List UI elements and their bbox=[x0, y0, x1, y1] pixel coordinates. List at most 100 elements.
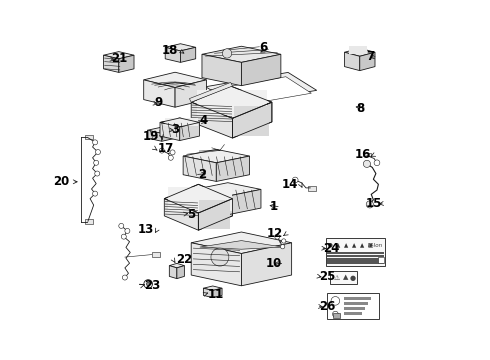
Polygon shape bbox=[170, 264, 184, 268]
Polygon shape bbox=[364, 153, 370, 156]
Bar bbox=[349, 45, 367, 54]
Polygon shape bbox=[170, 266, 177, 279]
Circle shape bbox=[211, 248, 229, 266]
Circle shape bbox=[293, 177, 298, 183]
Polygon shape bbox=[228, 189, 261, 215]
Circle shape bbox=[275, 234, 280, 239]
Bar bbox=[327, 255, 384, 257]
Polygon shape bbox=[85, 135, 93, 139]
Text: 20: 20 bbox=[53, 175, 69, 188]
Circle shape bbox=[374, 160, 380, 166]
Polygon shape bbox=[175, 80, 206, 107]
Polygon shape bbox=[213, 288, 222, 298]
Bar bbox=[343, 307, 365, 310]
Circle shape bbox=[122, 234, 126, 239]
Polygon shape bbox=[103, 51, 134, 59]
Circle shape bbox=[95, 171, 100, 176]
Polygon shape bbox=[195, 183, 261, 196]
Text: ▲: ▲ bbox=[344, 243, 348, 248]
Polygon shape bbox=[232, 102, 272, 138]
Polygon shape bbox=[147, 130, 162, 141]
Polygon shape bbox=[242, 243, 292, 286]
Polygon shape bbox=[165, 44, 196, 51]
Bar bbox=[326, 238, 385, 266]
Bar bbox=[330, 271, 357, 284]
Text: 17: 17 bbox=[157, 142, 174, 155]
Text: 18: 18 bbox=[161, 44, 177, 57]
Bar bbox=[343, 302, 368, 305]
Circle shape bbox=[170, 150, 175, 155]
Circle shape bbox=[331, 297, 340, 305]
Text: ⚠: ⚠ bbox=[334, 275, 340, 280]
Text: 24: 24 bbox=[323, 242, 340, 255]
Polygon shape bbox=[203, 288, 213, 298]
Text: 19: 19 bbox=[143, 130, 159, 144]
Polygon shape bbox=[202, 54, 242, 86]
Text: ▲: ▲ bbox=[343, 275, 348, 280]
Bar bbox=[333, 314, 340, 318]
Circle shape bbox=[119, 224, 124, 228]
Bar bbox=[327, 261, 384, 264]
Text: 22: 22 bbox=[176, 253, 193, 266]
Polygon shape bbox=[154, 82, 196, 85]
Text: 6: 6 bbox=[259, 41, 267, 54]
Bar bbox=[327, 293, 379, 319]
Text: ▲: ▲ bbox=[352, 243, 356, 248]
Circle shape bbox=[147, 282, 150, 286]
Text: 7: 7 bbox=[367, 50, 375, 63]
Polygon shape bbox=[360, 52, 375, 71]
Polygon shape bbox=[162, 130, 176, 141]
Polygon shape bbox=[103, 55, 119, 72]
Bar bbox=[168, 187, 232, 211]
Polygon shape bbox=[191, 102, 232, 138]
Text: 23: 23 bbox=[144, 279, 160, 292]
Circle shape bbox=[94, 160, 98, 165]
Text: 25: 25 bbox=[319, 270, 336, 283]
Polygon shape bbox=[205, 72, 317, 104]
Text: 16: 16 bbox=[355, 148, 371, 161]
Polygon shape bbox=[165, 47, 180, 62]
Text: 5: 5 bbox=[187, 208, 195, 221]
Polygon shape bbox=[177, 266, 184, 279]
Polygon shape bbox=[144, 72, 206, 87]
Bar bbox=[327, 252, 384, 254]
Text: 3: 3 bbox=[171, 123, 179, 136]
Polygon shape bbox=[191, 232, 292, 253]
Text: 4: 4 bbox=[199, 114, 208, 127]
Text: 11: 11 bbox=[208, 288, 224, 301]
Bar bbox=[234, 106, 270, 136]
Polygon shape bbox=[160, 118, 199, 127]
Text: ●: ● bbox=[328, 243, 333, 248]
Text: 21: 21 bbox=[112, 52, 128, 65]
Polygon shape bbox=[344, 48, 375, 56]
Polygon shape bbox=[242, 54, 281, 86]
Polygon shape bbox=[191, 86, 272, 118]
Polygon shape bbox=[183, 156, 216, 181]
Circle shape bbox=[282, 239, 286, 243]
Bar bbox=[343, 312, 362, 315]
Polygon shape bbox=[216, 156, 249, 181]
Circle shape bbox=[159, 148, 164, 153]
Text: 10: 10 bbox=[265, 257, 282, 270]
Polygon shape bbox=[183, 149, 249, 163]
Polygon shape bbox=[144, 80, 175, 107]
Bar bbox=[378, 257, 384, 263]
Polygon shape bbox=[198, 199, 232, 230]
Polygon shape bbox=[152, 252, 160, 257]
Circle shape bbox=[222, 49, 232, 58]
Polygon shape bbox=[211, 77, 311, 106]
Text: ●: ● bbox=[349, 275, 356, 280]
Polygon shape bbox=[119, 55, 134, 72]
Text: 1: 1 bbox=[270, 201, 278, 213]
Text: ▲: ▲ bbox=[336, 243, 341, 248]
Bar bbox=[196, 90, 267, 116]
Circle shape bbox=[366, 201, 373, 208]
Circle shape bbox=[93, 191, 98, 196]
Circle shape bbox=[280, 244, 285, 249]
Text: Li-Ion: Li-Ion bbox=[368, 243, 384, 248]
Text: ▲: ▲ bbox=[360, 243, 364, 248]
Text: 13: 13 bbox=[138, 223, 154, 236]
Text: 14: 14 bbox=[281, 178, 298, 191]
Polygon shape bbox=[191, 243, 242, 286]
Circle shape bbox=[122, 275, 127, 280]
